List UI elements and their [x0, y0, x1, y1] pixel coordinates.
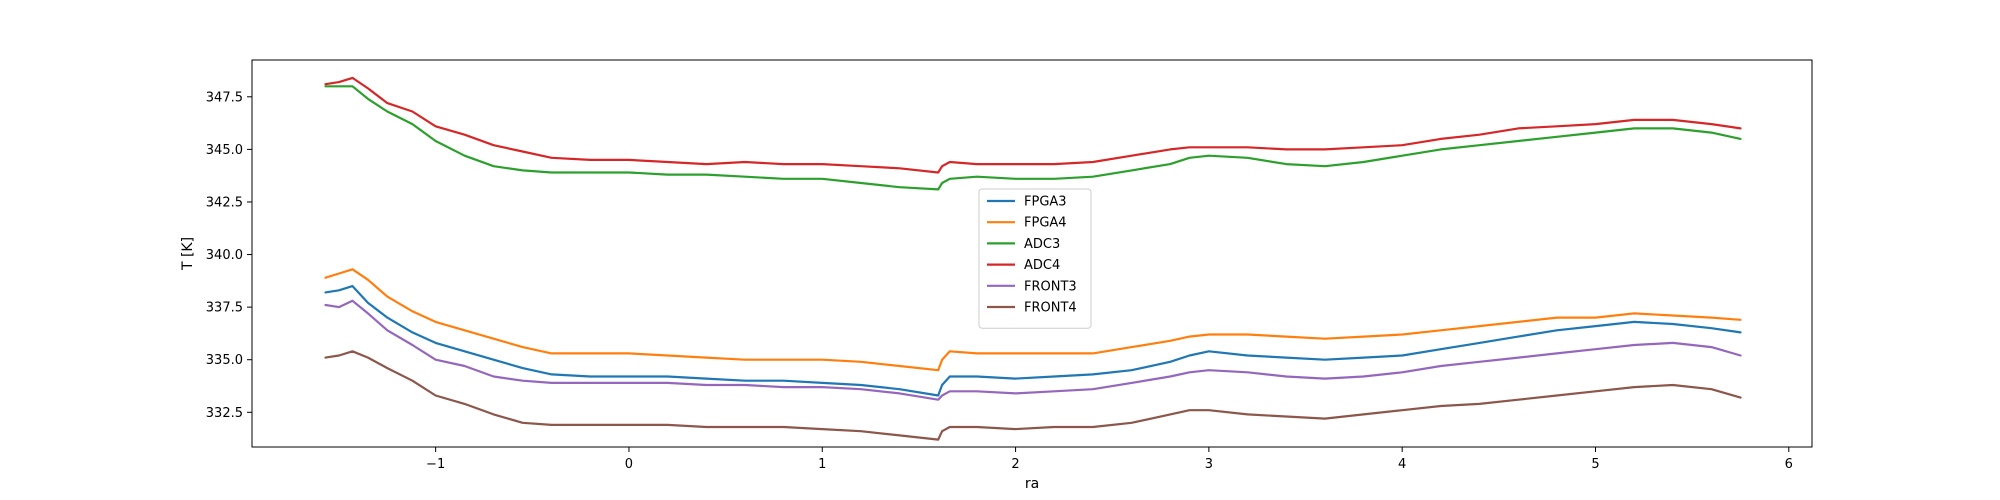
x-tick-label: 2	[1011, 457, 1019, 472]
legend-label: FRONT3	[1024, 279, 1077, 294]
legend-label: ADC3	[1024, 237, 1060, 252]
y-tick-label: 340.0	[206, 248, 243, 263]
plot-frame	[251, 59, 1813, 448]
x-tick-label: 6	[1785, 457, 1793, 472]
legend-label: ADC4	[1024, 258, 1060, 273]
x-tick-label: 4	[1398, 457, 1406, 472]
y-axis-ticks: 332.5 335.0 337.5 340.0 342.5 345.0 347.5	[206, 90, 252, 421]
y-tick-label: 335.0	[206, 353, 243, 368]
y-tick-label: 345.0	[206, 143, 243, 158]
x-tick-label: −1	[426, 457, 445, 472]
legend-label: FRONT4	[1024, 301, 1077, 316]
y-tick-label: 337.5	[206, 301, 243, 316]
series-layer	[324, 76, 1742, 441]
legend-label: FPGA4	[1024, 216, 1067, 231]
series-line-front4	[324, 350, 1742, 441]
series-line-fpga4	[324, 268, 1742, 372]
x-tick-label: 5	[1591, 457, 1599, 472]
y-axis-label: T [K]	[180, 237, 196, 271]
series-line-adc4	[324, 76, 1742, 174]
series-line-adc3	[324, 85, 1742, 191]
x-tick-label: 3	[1205, 457, 1213, 472]
x-axis-ticks: −1 0 1 2 3 4 5 6	[426, 447, 1793, 472]
y-tick-label: 342.5	[206, 195, 243, 210]
y-tick-label: 347.5	[206, 90, 243, 105]
x-axis-label: ra	[1025, 476, 1039, 492]
legend-box	[978, 188, 1092, 329]
x-tick-label: 1	[818, 457, 826, 472]
legend-label: FPGA3	[1024, 195, 1067, 210]
series-line-fpga3	[324, 285, 1742, 397]
series-line-front3	[324, 299, 1742, 401]
y-tick-label: 332.5	[206, 406, 243, 421]
legend: FPGA3 FPGA4 ADC3 ADC4 FRONT3 FRONT4	[978, 188, 1092, 329]
x-tick-label: 0	[625, 457, 633, 472]
